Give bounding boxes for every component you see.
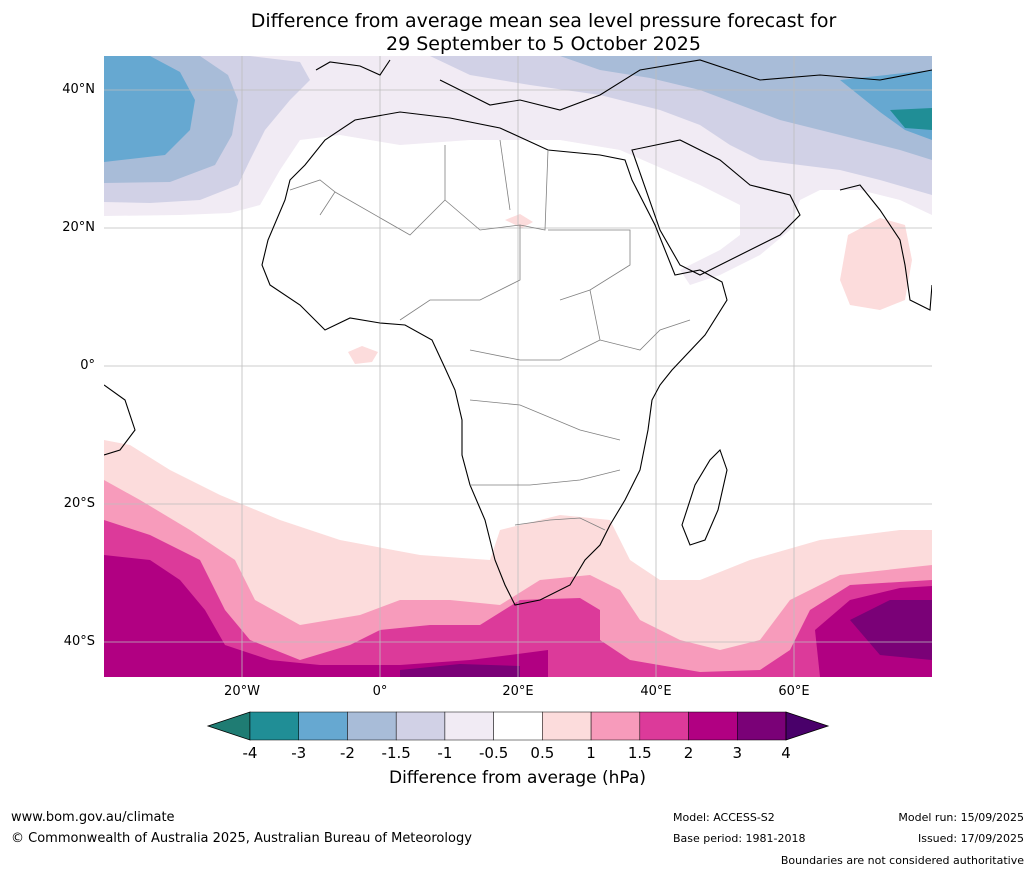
lon-label-20e: 20°E [502,684,534,699]
contour-pos-1-south [104,480,932,677]
colorbar-segment [737,711,787,741]
colorbar-segment [444,711,494,741]
contour-pos-0.5-sahara [505,214,533,228]
pressure-anomaly-field [104,56,932,677]
colorbar-tick-label: 1.5 [627,744,652,762]
lon-label-0: 0° [372,684,388,699]
colorbar-segment [542,711,592,741]
contour-pos-0.5-gulf-guinea [348,346,378,364]
colorbar-extend-high [785,711,830,741]
title-line-2: 29 September to 5 October 2025 [386,33,701,55]
footer-base-period: Base period: 1981-2018 [673,832,806,845]
gridlines [104,56,932,677]
footer-model-run: Model run: 15/09/2025 [898,811,1024,824]
colorbar-tick-label: 3 [732,744,743,762]
colorbar-segment [347,711,397,741]
colorbar-label: Difference from average (hPa) [389,768,646,788]
india-coastline [839,184,932,311]
lon-label-40e: 40°E [640,684,672,699]
footer-copyright: © Commonwealth of Australia 2025, Austra… [11,831,472,846]
colorbar-extend-low [206,711,251,741]
colorbar-tick-label: -1.5 [381,744,411,762]
contour-neg-3-north-east [890,108,932,130]
colorbar-segment [688,711,738,741]
footer-disclaimer: Boundaries are not considered authoritat… [780,854,1024,867]
lat-label-40s: 40°S [63,634,95,649]
colorbar-tick-label: 1 [586,744,596,762]
lat-label-equator: 0° [80,358,95,373]
contour-neg-1.5-north-east [560,56,932,160]
colorbar-segment [590,711,641,741]
colorbar-segment [395,711,446,741]
madagascar-coastline [681,448,728,546]
lon-label-20w: 20°W [224,684,260,699]
colorbar-segment [639,711,689,741]
africa-coastline [261,111,728,606]
colorbar [206,711,830,741]
contour-pos-3-south [400,664,520,677]
coastlines [104,59,932,606]
map-title: Difference from average mean sea level p… [0,10,1035,56]
lat-label-40n: 40°N [62,82,95,97]
arabia-coastline [631,139,801,276]
colorbar-tick-label: 4 [781,744,791,762]
lat-label-20s: 20°S [63,496,95,511]
colorbar-segment [493,711,543,741]
colorbar-tick-label: 0.5 [530,744,555,762]
footer-model: Model: ACCESS-S2 [673,811,775,824]
colorbar-tick-label: 2 [683,744,694,762]
lon-label-60e: 60°E [778,684,810,699]
contour-neg-2-north-west [104,56,195,162]
contour-pos-2-south [104,555,548,677]
colorbar-tick-label: -0.5 [478,744,509,762]
footer-issued: Issued: 17/09/2025 [917,832,1024,845]
title-line-1: Difference from average mean sea level p… [250,10,837,32]
contour-pos-0.5-arabian-sea [840,218,912,310]
colorbar-tick-label: -3 [291,744,307,762]
contour-pos-3-south-east [850,600,932,660]
footer-url: www.bom.gov.au/climate [11,810,175,825]
europe-coastline [315,59,932,111]
colorbar-tick-label: -2 [339,744,355,762]
south-america-coastline [104,384,136,456]
colorbar-segment [249,711,299,741]
colorbar-segment [298,711,348,741]
lat-label-20n: 20°N [62,220,95,235]
colorbar-tick-label: -1 [437,744,453,762]
country-borders [289,139,691,531]
colorbar-tick-label: -4 [242,744,258,762]
